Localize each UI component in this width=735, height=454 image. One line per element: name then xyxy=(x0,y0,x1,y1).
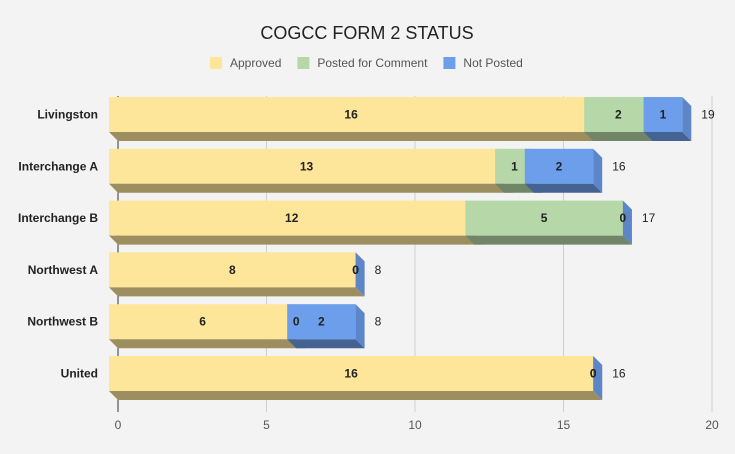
legend-item[interactable]: Posted for Comment xyxy=(297,56,428,70)
bar-bottom-face xyxy=(287,339,365,349)
data-label: 0 xyxy=(590,367,597,381)
bar-segment xyxy=(109,252,356,288)
category-label: Livingston xyxy=(37,108,98,122)
bar-side-face xyxy=(593,148,603,193)
bar-row: Interchange B 12 5 0 17 xyxy=(18,200,656,245)
category-label: Interchange B xyxy=(18,211,98,225)
data-label: 0 xyxy=(620,211,627,225)
legend-swatch xyxy=(210,57,222,69)
data-label: 1 xyxy=(511,159,518,173)
bar-segment xyxy=(109,97,594,132)
data-label: 13 xyxy=(300,159,314,173)
total-label: 16 xyxy=(612,159,626,173)
legend-label: Not Posted xyxy=(463,56,522,70)
data-label: 8 xyxy=(229,263,236,277)
legend-item[interactable]: Not Posted xyxy=(443,56,523,70)
category-label: United xyxy=(61,367,98,381)
data-label: 0 xyxy=(352,263,359,277)
data-label: 16 xyxy=(344,367,358,381)
bar-segment xyxy=(465,200,623,236)
x-tick-label: 20 xyxy=(705,418,719,432)
bar-bottom-face xyxy=(109,287,365,297)
legend-label: Approved xyxy=(230,56,281,70)
total-label: 19 xyxy=(701,108,715,122)
bar-segment xyxy=(584,97,653,132)
total-label: 8 xyxy=(375,263,382,277)
legend-swatch xyxy=(443,57,456,69)
bar-bottom-face xyxy=(643,132,692,141)
total-label: 16 xyxy=(612,367,626,381)
bar-segment xyxy=(109,148,505,184)
bar-bottom-face xyxy=(584,132,662,141)
data-label: 0 xyxy=(590,367,597,381)
bar-row: Northwest A 8 00 8 xyxy=(28,252,382,297)
bar-side-face xyxy=(593,356,603,400)
data-label: 5 xyxy=(541,211,548,225)
total-label: 8 xyxy=(375,315,382,329)
data-label: 1 xyxy=(660,108,667,122)
data-label: 12 xyxy=(285,211,299,225)
x-axis: 0 5 10 15 20 xyxy=(115,418,719,432)
legend-label: Posted for Comment xyxy=(317,56,428,70)
bar-side-face xyxy=(622,200,632,245)
category-label: Northwest A xyxy=(28,263,99,277)
bar-row: United 16 00 16 xyxy=(61,356,626,400)
chart-title: COGCC FORM 2 STATUS xyxy=(260,23,473,43)
bar-bottom-face xyxy=(465,235,632,245)
bar-segment xyxy=(643,97,683,132)
bar-row: Interchange A 13 1 2 16 xyxy=(18,148,626,193)
total-label: 17 xyxy=(642,211,656,225)
x-tick-label: 5 xyxy=(263,418,270,432)
bar-segment xyxy=(287,304,356,340)
bar-bottom-face xyxy=(109,391,603,400)
bar-segment xyxy=(524,148,594,184)
x-tick-label: 0 xyxy=(115,418,122,432)
bar-segment xyxy=(109,356,594,391)
data-label: 6 xyxy=(199,315,206,329)
data-label: 0 xyxy=(293,315,300,329)
bar-bottom-face xyxy=(109,132,603,141)
bar-row: Livingston 16 2 1 19 xyxy=(37,97,715,141)
bar-bottom-face xyxy=(524,183,603,193)
data-label: 0 xyxy=(352,263,359,277)
data-label: 2 xyxy=(615,108,622,122)
bar-side-face xyxy=(682,97,692,141)
legend: Approved Posted for Comment Not Posted xyxy=(210,56,523,70)
legend-swatch xyxy=(297,57,310,69)
x-tick-label: 10 xyxy=(408,418,422,432)
category-label: Northwest B xyxy=(27,315,98,329)
bar-bottom-face xyxy=(109,339,306,349)
data-label: 2 xyxy=(556,159,563,173)
bar-side-face xyxy=(355,304,365,349)
bar-segment xyxy=(109,200,475,236)
x-tick-label: 15 xyxy=(557,418,571,432)
bar-bottom-face xyxy=(109,235,484,245)
bar-bottom-face xyxy=(109,183,514,193)
bar-segment xyxy=(109,304,297,340)
bar-row: Northwest B 6 0 2 8 xyxy=(27,304,382,349)
category-label: Interchange A xyxy=(18,159,98,173)
legend-item[interactable]: Approved xyxy=(210,56,281,70)
data-label: 16 xyxy=(344,108,358,122)
bar-side-face xyxy=(355,252,365,297)
data-label: 2 xyxy=(318,315,325,329)
